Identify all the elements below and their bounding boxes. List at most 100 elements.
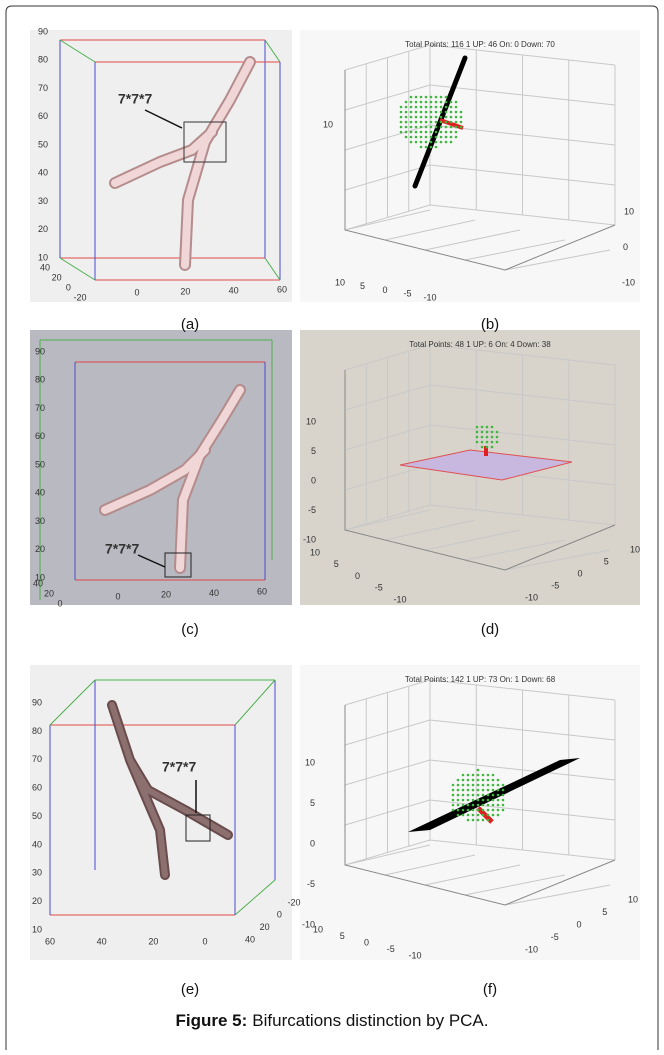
cube xyxy=(39,339,273,600)
tick-label: 40 xyxy=(97,936,107,946)
point xyxy=(475,425,479,429)
point xyxy=(461,803,465,807)
grid-line xyxy=(344,464,431,491)
point xyxy=(409,110,413,114)
point xyxy=(419,135,423,139)
point xyxy=(491,798,495,802)
point xyxy=(409,135,413,139)
tick-label: -20 xyxy=(287,897,300,907)
point xyxy=(476,813,480,817)
point xyxy=(454,105,458,109)
tick-label: 20 xyxy=(180,286,190,296)
point xyxy=(496,783,500,787)
point xyxy=(429,95,433,99)
vessel xyxy=(109,56,256,271)
grid-box xyxy=(344,44,616,906)
point xyxy=(419,95,423,99)
point xyxy=(456,803,460,807)
point xyxy=(461,783,465,787)
point xyxy=(490,445,494,449)
point xyxy=(409,115,413,119)
pca-normal xyxy=(439,118,464,130)
point xyxy=(429,110,433,114)
arrow xyxy=(137,554,166,568)
point xyxy=(501,798,505,802)
point xyxy=(491,793,495,797)
point xyxy=(439,100,443,104)
tick-label: 40 xyxy=(209,588,219,598)
point xyxy=(476,768,480,772)
point xyxy=(434,95,438,99)
tick-label: -10 xyxy=(393,594,406,604)
point xyxy=(449,135,453,139)
point xyxy=(485,430,489,434)
point xyxy=(449,130,453,134)
grid-line xyxy=(384,854,476,876)
point xyxy=(485,440,489,444)
point xyxy=(424,105,428,109)
point xyxy=(399,115,403,119)
point xyxy=(444,120,448,124)
tick-label: 40 xyxy=(245,934,255,944)
point xyxy=(439,130,443,134)
point xyxy=(481,778,485,782)
grid-line xyxy=(429,799,616,821)
tick-label: 60 xyxy=(38,111,48,121)
point xyxy=(399,110,403,114)
point xyxy=(414,100,418,104)
point xyxy=(475,430,479,434)
point xyxy=(444,130,448,134)
grid-line xyxy=(464,874,566,896)
point xyxy=(414,110,418,114)
point xyxy=(419,125,423,129)
point xyxy=(466,803,470,807)
tick-label: 0 xyxy=(310,838,315,848)
point xyxy=(404,115,408,119)
point xyxy=(409,100,413,104)
point xyxy=(454,130,458,134)
point xyxy=(444,140,448,144)
tick-label: 20 xyxy=(38,224,48,234)
tick-label: 60 xyxy=(32,783,42,793)
point xyxy=(456,778,460,782)
point xyxy=(434,115,438,119)
tick-label: -5 xyxy=(307,879,315,889)
tick-label: 20 xyxy=(32,896,42,906)
point xyxy=(454,100,458,104)
point xyxy=(449,100,453,104)
point xyxy=(480,430,484,434)
point xyxy=(439,140,443,144)
tick-label: 90 xyxy=(38,26,48,36)
point xyxy=(439,110,443,114)
point xyxy=(480,435,484,439)
point xyxy=(439,115,443,119)
annotation: 7*7*7 xyxy=(162,759,196,775)
tick-label: 0 xyxy=(115,591,120,601)
tick-label: 40 xyxy=(33,578,43,588)
tick-label: 40 xyxy=(40,262,50,272)
point xyxy=(491,773,495,777)
point xyxy=(404,100,408,104)
tick-label: -20 xyxy=(73,292,86,302)
point xyxy=(404,105,408,109)
point xyxy=(424,125,428,129)
tick-label: 20 xyxy=(148,936,158,946)
point xyxy=(451,798,455,802)
point xyxy=(424,115,428,119)
plot-header: Total Points: 142 1 UP: 73 On: 1 Down: 6… xyxy=(405,675,556,684)
point xyxy=(501,808,505,812)
tick-label: 50 xyxy=(38,139,48,149)
grid-line xyxy=(464,239,566,261)
point xyxy=(485,425,489,429)
tick-label: 10 xyxy=(310,547,320,557)
point xyxy=(414,140,418,144)
axis-line xyxy=(344,370,616,571)
point xyxy=(429,100,433,104)
point xyxy=(419,140,423,144)
grid-line xyxy=(344,164,431,191)
vessel xyxy=(107,700,233,880)
point xyxy=(501,803,505,807)
tick-label: 40 xyxy=(32,839,42,849)
point xyxy=(491,778,495,782)
tick-label: -10 xyxy=(408,950,421,960)
